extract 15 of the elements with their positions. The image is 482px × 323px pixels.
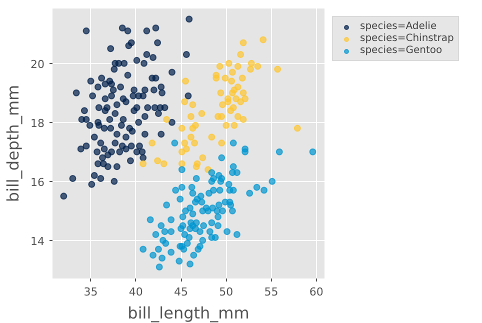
y-tick-label: 20 bbox=[30, 58, 45, 71]
legend-label: species=Adelie bbox=[360, 21, 437, 32]
x-tick-label: 45 bbox=[174, 286, 188, 298]
x-tick-label: 50 bbox=[219, 286, 234, 298]
x-axis-title: bill_length_mm bbox=[128, 304, 250, 322]
legend-label: species=Chinstrap bbox=[360, 33, 454, 44]
x-tick-label: 40 bbox=[128, 286, 143, 298]
x-tick-label: 55 bbox=[264, 286, 278, 298]
y-tick-label: 14 bbox=[30, 234, 45, 248]
legend-label: species=Gentoo bbox=[360, 45, 442, 56]
y-tick-label: 18 bbox=[30, 116, 45, 130]
y-axis-title: bill_depth_mm bbox=[4, 84, 23, 202]
y-tick-label: 16 bbox=[30, 176, 45, 189]
x-tick-label: 35 bbox=[84, 286, 98, 298]
x-tick-label: 60 bbox=[309, 286, 324, 298]
